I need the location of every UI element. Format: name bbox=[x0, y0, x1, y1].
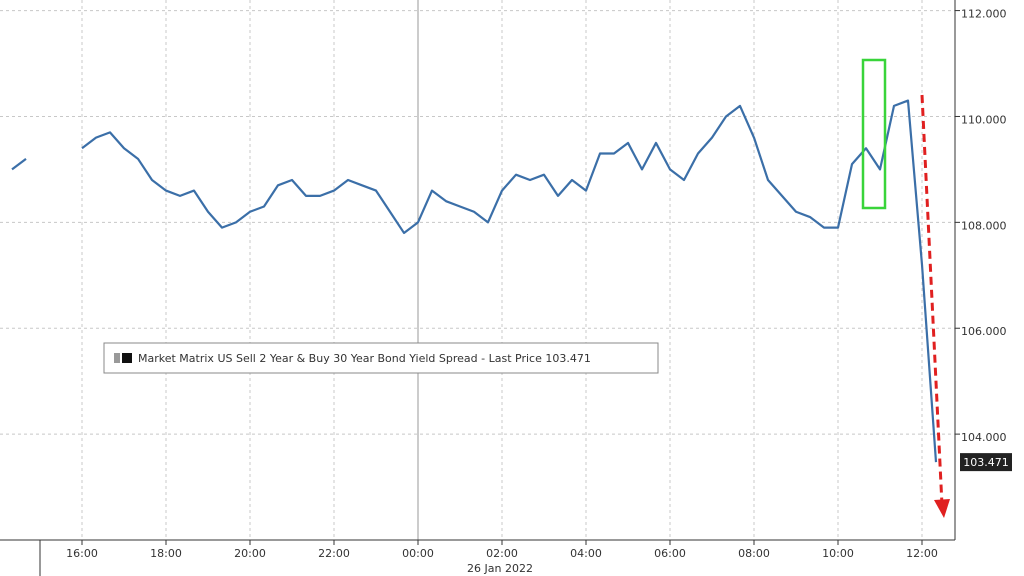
legend-label: Market Matrix US Sell 2 Year & Buy 30 Ye… bbox=[138, 352, 591, 365]
x-tick-label: 22:00 bbox=[318, 547, 350, 560]
x-tick-label: 08:00 bbox=[738, 547, 770, 560]
x-tick-label: 16:00 bbox=[66, 547, 98, 560]
highlight-box bbox=[861, 58, 887, 210]
x-tick-label: 10:00 bbox=[822, 547, 854, 560]
y-tick-label: 104.000 bbox=[961, 431, 1007, 444]
x-tick-label: 00:00 bbox=[402, 547, 434, 560]
legend: Market Matrix US Sell 2 Year & Buy 30 Ye… bbox=[103, 342, 659, 374]
legend-swatch bbox=[122, 353, 132, 363]
legend-box bbox=[103, 342, 659, 374]
y-tick-label: 108.000 bbox=[961, 219, 1007, 232]
x-tick-label: 04:00 bbox=[570, 547, 602, 560]
arrow-head bbox=[934, 499, 950, 518]
y-tick-label: 110.000 bbox=[961, 113, 1007, 126]
legend-swatch bbox=[114, 353, 120, 363]
x-tick-label: 20:00 bbox=[234, 547, 266, 560]
last-value-box bbox=[960, 453, 1012, 472]
last-value-label: 103.471 bbox=[963, 456, 1009, 469]
x-tick-label: 02:00 bbox=[486, 547, 518, 560]
series-line bbox=[11, 157, 27, 171]
date-label: 26 Jan 2022 bbox=[467, 562, 533, 575]
x-tick-label: 18:00 bbox=[150, 547, 182, 560]
y-tick-label: 112.000 bbox=[961, 8, 1007, 21]
trend-arrow bbox=[920, 94, 944, 506]
x-tick-label: 12:00 bbox=[906, 547, 938, 560]
series-line bbox=[81, 99, 938, 463]
y-tick-label: 106.000 bbox=[961, 325, 1007, 338]
x-tick-label: 06:00 bbox=[654, 547, 686, 560]
